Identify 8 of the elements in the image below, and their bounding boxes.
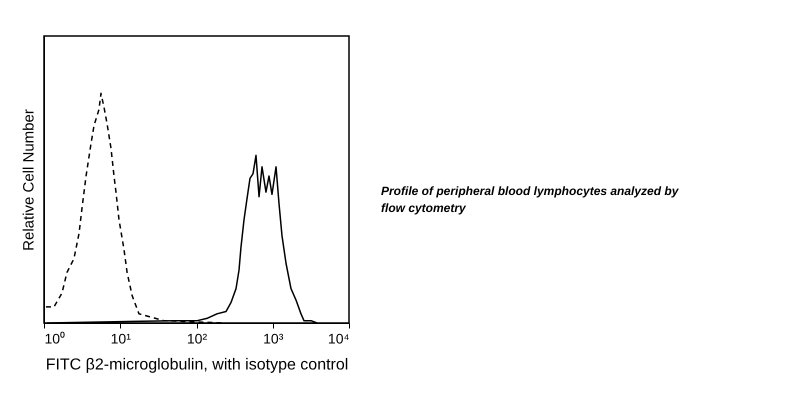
x-tick-label: 10³ — [263, 330, 284, 346]
x-tick-label: 10⁰ — [44, 330, 66, 346]
x-tick-label: 10² — [186, 330, 208, 346]
y-axis-title: Relative Cell Number — [20, 109, 38, 251]
x-tick-label: 10¹ — [110, 330, 132, 346]
text: Profile of peripheral blood lymphocytes analyzed by flow cytometry — [381, 184, 680, 215]
x-tick-label: 10⁴ — [328, 330, 350, 346]
x-axis-title: FITC β2-microglobulin, with isotype control — [46, 356, 348, 374]
